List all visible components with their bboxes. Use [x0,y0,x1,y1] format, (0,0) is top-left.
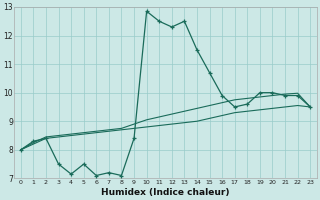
X-axis label: Humidex (Indice chaleur): Humidex (Indice chaleur) [101,188,230,197]
